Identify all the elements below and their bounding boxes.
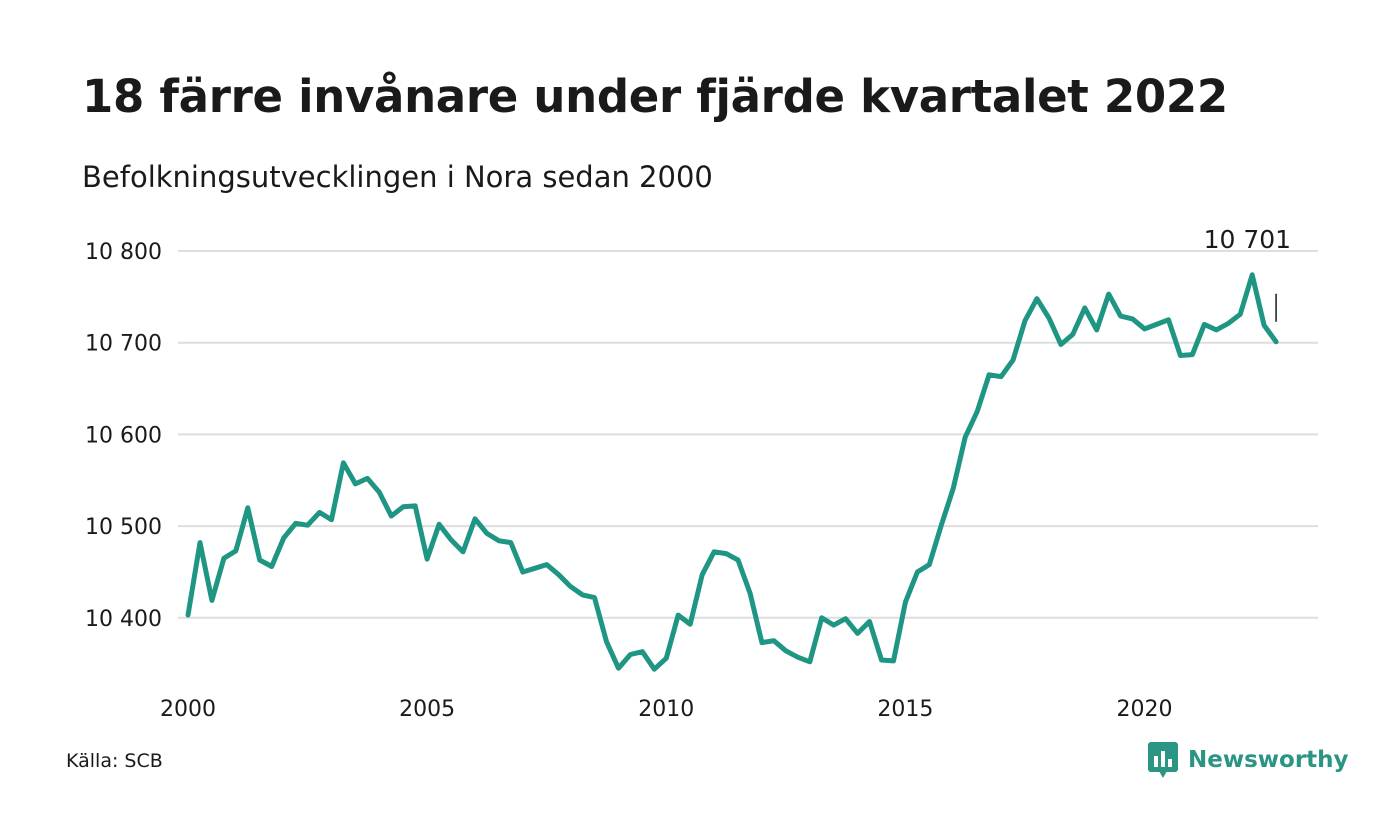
y-axis: 10 800 10 700 10 600 10 500 10 400: [85, 240, 162, 632]
last-value-annotation: 10 701: [1204, 225, 1291, 322]
chart-title: 18 färre invånare under fjärde kvartalet…: [82, 70, 1228, 123]
y-tick-label: 10 500: [85, 515, 162, 540]
series-group: [185, 272, 1279, 672]
chart-subtitle: Befolkningsutvecklingen i Nora sedan 200…: [82, 160, 713, 194]
bar-chart-speech-bubble-icon: [1148, 742, 1178, 778]
x-axis: 2000 2005 2010 2015 2020: [160, 697, 1173, 722]
x-tick-label: 2000: [160, 697, 216, 722]
last-value-label: 10 701: [1204, 225, 1291, 254]
series-line: [185, 272, 1279, 672]
brand-name: Newsworthy: [1188, 747, 1349, 773]
y-tick-label: 10 600: [85, 423, 162, 448]
y-tick-label: 10 700: [85, 332, 162, 357]
x-tick-label: 2015: [877, 697, 933, 722]
y-tick-label: 10 400: [85, 607, 162, 632]
source-note: Källa: SCB: [66, 750, 163, 772]
x-tick-label: 2010: [638, 697, 694, 722]
brand-logo: Newsworthy: [1148, 742, 1349, 778]
x-tick-label: 2020: [1117, 697, 1173, 722]
grid-lines: [178, 250, 1318, 619]
x-tick-label: 2005: [399, 697, 455, 722]
y-tick-label: 10 800: [85, 240, 162, 265]
